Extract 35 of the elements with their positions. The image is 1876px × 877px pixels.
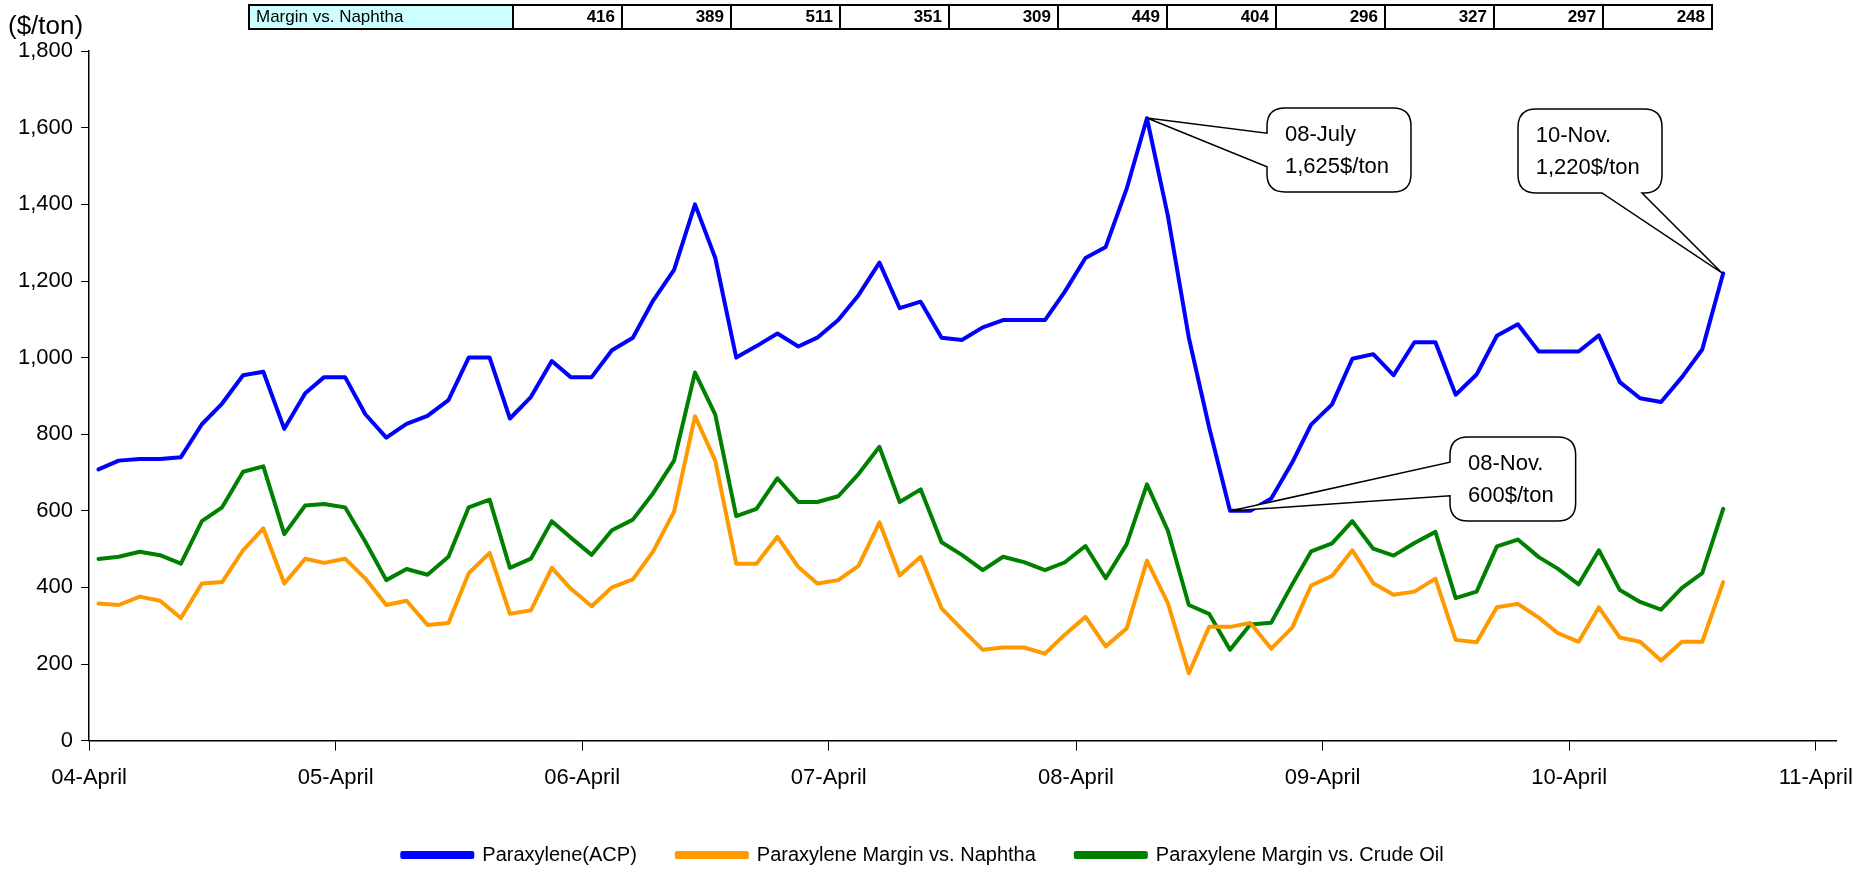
text: 309 bbox=[949, 5, 1058, 29]
y-tick-label: 1,400 bbox=[17, 190, 74, 216]
x-tick-label: 04-April bbox=[51, 763, 127, 789]
annotation: 08-July 1,625$/ton bbox=[1285, 120, 1389, 181]
y-tick-label: 400 bbox=[36, 573, 74, 599]
text: 449 bbox=[1058, 5, 1167, 29]
x-tick-label: 09-April bbox=[1284, 763, 1361, 789]
annotation: 08-Nov. 600$/ton bbox=[1467, 448, 1554, 509]
x-tick-label: 11-April bbox=[1778, 763, 1853, 789]
legend-label: Paraxylene Margin vs. Crude Oil bbox=[1155, 842, 1444, 865]
annotation: 10-Nov. 1,220$/ton bbox=[1535, 121, 1640, 182]
text: 389 bbox=[622, 5, 731, 29]
text: 511 bbox=[731, 5, 840, 29]
y-tick-label: 600 bbox=[36, 496, 74, 522]
y-tick-label: 1,000 bbox=[17, 343, 74, 369]
x-tick-label: 07-April bbox=[790, 763, 867, 789]
text: 297 bbox=[1494, 5, 1603, 29]
text: 327 bbox=[1385, 5, 1494, 29]
y-tick-label: 1,600 bbox=[17, 113, 74, 139]
text: 351 bbox=[840, 5, 949, 29]
text: 416 bbox=[513, 5, 622, 29]
text: Margin vs. Naphtha bbox=[249, 5, 513, 29]
x-tick-label: 06-April bbox=[544, 763, 621, 789]
text: 296 bbox=[1276, 5, 1385, 29]
y-tick-label: 800 bbox=[36, 420, 74, 446]
x-tick-label: 05-April bbox=[297, 763, 374, 789]
text: 248 bbox=[1603, 5, 1712, 29]
y-tick-label: 0 bbox=[60, 726, 74, 752]
text: 404 bbox=[1167, 5, 1276, 29]
y-tick-label: 1,200 bbox=[17, 267, 74, 293]
y-tick-label: 200 bbox=[36, 650, 74, 676]
legend-label: Paraxylene(ACP) bbox=[482, 842, 637, 865]
legend-label: Paraxylene Margin vs. Naphtha bbox=[756, 842, 1037, 865]
x-tick-label: 10-April bbox=[1531, 763, 1608, 789]
x-tick-label: 08-April bbox=[1038, 763, 1114, 789]
